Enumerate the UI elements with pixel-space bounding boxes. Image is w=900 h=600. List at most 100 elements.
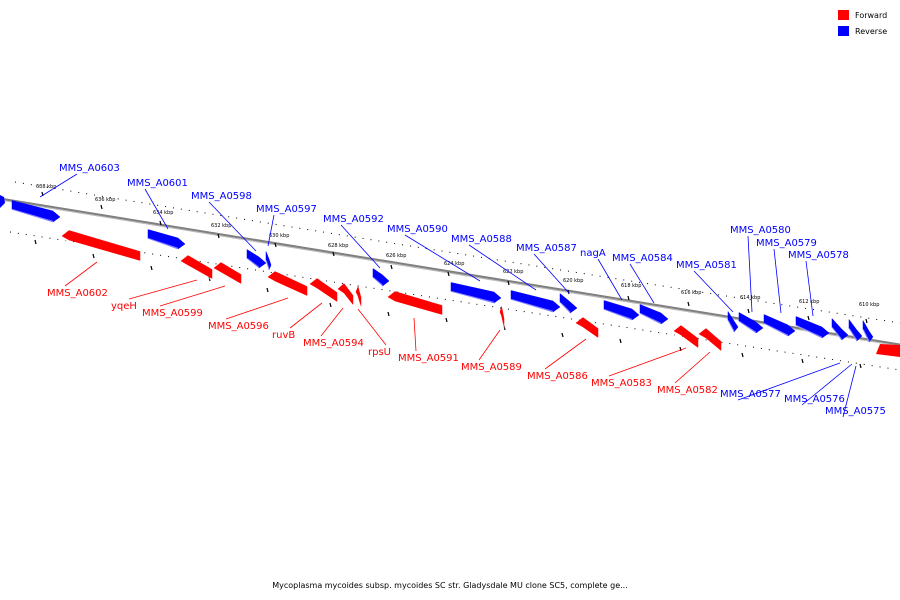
gene-label-mms-a0599[interactable]: MMS_A0599 — [142, 308, 203, 319]
gene-arrow-mms-a0583[interactable] — [673, 325, 699, 348]
gene-arrow-mms-a0599[interactable] — [213, 262, 242, 284]
gene-arrow-mms-a0597[interactable] — [265, 251, 272, 271]
gene-arrow-naga[interactable] — [603, 300, 640, 321]
gene-label-mms-a0602[interactable]: MMS_A0602 — [47, 288, 108, 299]
gene-label-mms-a0584[interactable]: MMS_A0584 — [612, 253, 673, 264]
gene-label-mms-a0579[interactable]: MMS_A0579 — [756, 238, 817, 249]
gene-leader-mms-a0603 — [39, 173, 78, 198]
gene-leader-mms-a0586 — [544, 338, 587, 370]
gene-arrow-mms-a0577[interactable] — [831, 317, 849, 341]
gene-arrow-yqeh[interactable] — [180, 255, 213, 279]
gene-label-mms-a0592[interactable]: MMS_A0592 — [323, 214, 384, 225]
gene-arrow-mms-a0587[interactable] — [559, 292, 578, 314]
gene-arrow-mms-a0582[interactable] — [698, 328, 722, 352]
gene-label-mms-a0575[interactable]: MMS_A0575 — [825, 406, 886, 417]
gene-leader-mms-a0597 — [267, 214, 275, 247]
gene-arrow-shade — [11, 208, 54, 223]
gene-label-mms-a0578[interactable]: MMS_A0578 — [788, 250, 849, 261]
gene-arrow-rpsu[interactable] — [355, 285, 362, 307]
gene-label-mms-a0589[interactable]: MMS_A0589 — [461, 362, 522, 373]
gene-leader-mms-a0590 — [404, 234, 481, 282]
gene-label-mms-a0582[interactable]: MMS_A0582 — [657, 385, 718, 396]
gene-arrow-mms-a0598[interactable] — [246, 249, 267, 269]
genome-caption: Mycoplasma mycoides subsp. mycoides SC s… — [272, 581, 628, 590]
gene-arrow-shade — [337, 291, 354, 307]
gene-label-mms-a0597[interactable]: MMS_A0597 — [256, 204, 317, 215]
gene-label-naga[interactable]: nagA — [580, 248, 606, 259]
legend-label-forward: Forward — [855, 11, 887, 20]
gene-arrow-shade — [180, 263, 213, 281]
gene-arrow-mms-a0603[interactable] — [11, 200, 61, 223]
gene-leader-mms-a0599 — [159, 285, 226, 307]
gene-label-rpsu[interactable]: rpsU — [368, 347, 391, 358]
gene-arrow-mms-a0588[interactable] — [510, 290, 561, 313]
gene-leader-mms-a0576 — [801, 363, 853, 406]
gene-arrow-mms-a0594[interactable] — [337, 283, 354, 306]
inner-scale-line — [9, 231, 900, 371]
gene-arrow-shade — [61, 238, 141, 263]
gene-arrow-mms-a0575[interactable] — [862, 319, 874, 343]
gene-label-mms-a0603[interactable]: MMS_A0603 — [59, 163, 120, 174]
gene-arrow-shade — [727, 320, 735, 332]
gene-arrow-mms-a0584[interactable] — [639, 304, 669, 325]
legend: Forward Reverse — [838, 10, 887, 36]
gene-leader-naga — [597, 258, 623, 301]
gene-leader-rpsu — [357, 308, 387, 346]
gene-label-mms-a0577[interactable]: MMS_A0577 — [720, 389, 781, 400]
gene-label-mms-a0598[interactable]: MMS_A0598 — [191, 191, 252, 202]
gene-arrow-mms-a0602[interactable] — [61, 230, 141, 261]
gene-label-ruvb[interactable]: ruvB — [272, 330, 295, 341]
gene-arrow-shade — [246, 257, 260, 269]
gene-arrow-shade — [603, 308, 633, 321]
gene-label-mms-a0587[interactable]: MMS_A0587 — [516, 243, 577, 254]
gene-arrow-mms-a0576[interactable] — [848, 318, 863, 342]
gene-label-mms-a0591[interactable]: MMS_A0591 — [398, 353, 459, 364]
gene-label-mms-a0588[interactable]: MMS_A0588 — [451, 234, 512, 245]
gene-label-mms-a0590[interactable]: MMS_A0590 — [387, 224, 448, 235]
gene-arrow-mms-a0581[interactable] — [727, 310, 739, 333]
gene-arrow-shade — [499, 315, 505, 329]
outer-scale-line — [14, 181, 900, 324]
gene-arrow-shade — [510, 298, 554, 313]
gene-arrow-shade — [559, 302, 571, 313]
tick-label: 620 kbp — [563, 278, 583, 284]
gene-arrow-mms-a0578[interactable] — [795, 316, 830, 339]
tick-label: 632 kbp — [211, 223, 231, 229]
gene-leader-mms-a0578 — [805, 260, 814, 317]
gene-arrow-partial-right — [876, 344, 900, 357]
gene-label-mms-a0580[interactable]: MMS_A0580 — [730, 225, 791, 236]
gene-arrow-mms-a0580[interactable] — [738, 312, 764, 334]
gene-label-mms-a0596[interactable]: MMS_A0596 — [208, 321, 269, 332]
gene-arrow-mms-a0596[interactable] — [267, 271, 308, 296]
gene-leader-mms-a0601 — [144, 188, 169, 230]
gene-leader-mms-a0584 — [629, 263, 655, 304]
gene-label-mms-a0586[interactable]: MMS_A0586 — [527, 371, 588, 382]
gene-arrow-shade — [575, 325, 599, 340]
gene-leader-ruvb — [289, 302, 323, 329]
gene-arrow-shade — [639, 312, 662, 325]
gene-arrow-mms-a0590[interactable] — [450, 282, 502, 304]
gene-arrow-shade — [267, 279, 308, 298]
gene-arrow-shade — [831, 327, 843, 340]
gene-label-mms-a0576[interactable]: MMS_A0576 — [784, 394, 845, 405]
gene-arrow-mms-a0586[interactable] — [575, 317, 599, 338]
gene-leader-mms-a0598 — [208, 201, 257, 252]
gene-label-mms-a0594[interactable]: MMS_A0594 — [303, 338, 364, 349]
gene-label-mms-a0581[interactable]: MMS_A0581 — [676, 260, 737, 271]
tick-label: 636 kbp — [95, 197, 115, 203]
gene-arrow-mms-a0592[interactable] — [372, 268, 390, 287]
tick-label: 622 kbp — [503, 269, 523, 275]
gene-label-yqeh[interactable]: yqeH — [111, 301, 137, 312]
gene-leader-mms-a0575 — [842, 365, 857, 418]
gene-arrow-mms-a0591[interactable] — [387, 291, 443, 315]
gene-label-mms-a0583[interactable]: MMS_A0583 — [591, 378, 652, 389]
gene-arrow-shade — [372, 276, 384, 287]
gene-arrow-mms-a0589[interactable] — [499, 306, 505, 328]
gene-leader-mms-a0596 — [225, 297, 289, 320]
gene-leader-mms-a0592 — [340, 224, 381, 269]
gene-arrow-mms-a0579[interactable] — [763, 314, 796, 337]
gene-leader-mms-a0577 — [737, 362, 841, 401]
gene-arrow-mms-a0601[interactable] — [147, 229, 186, 250]
gene-label-mms-a0601[interactable]: MMS_A0601 — [127, 178, 188, 189]
gene-arrow-ruvb[interactable] — [309, 278, 338, 302]
